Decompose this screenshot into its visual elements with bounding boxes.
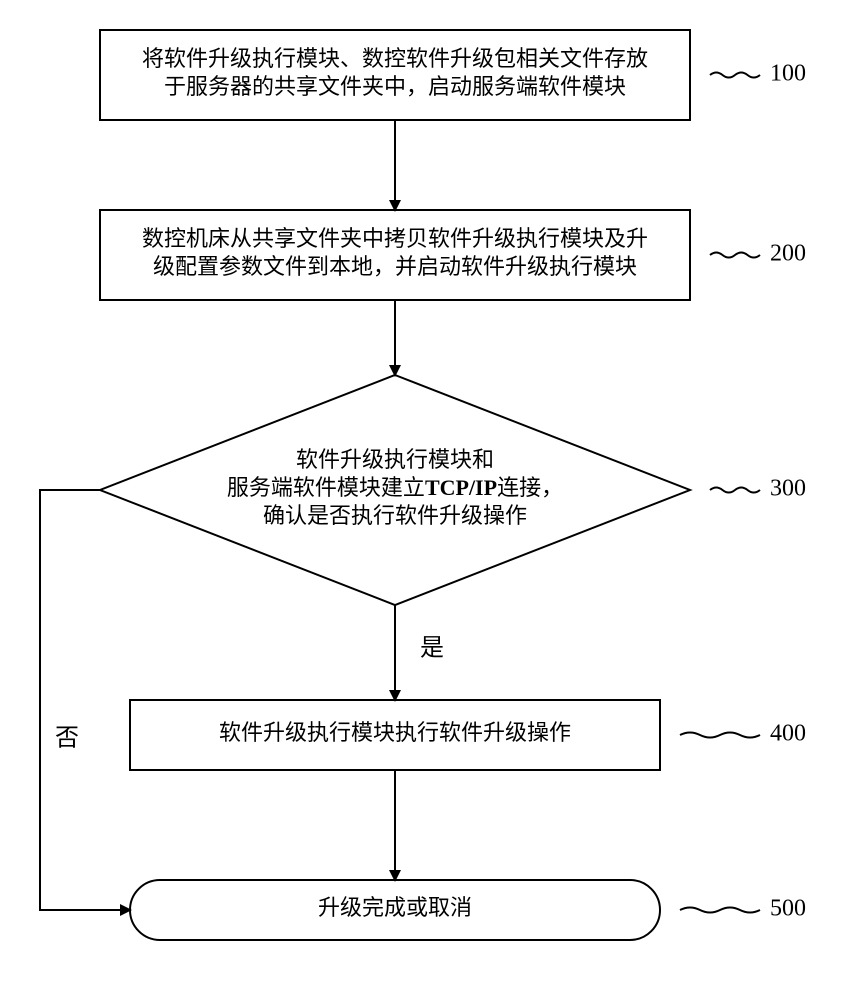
ref-label-n300: 300 bbox=[770, 476, 806, 502]
node-text-n100-0: 将软件升级执行模块、数控软件升级包相关文件存放 bbox=[142, 46, 648, 71]
node-text-n200-0: 数控机床从共享文件夹中拷贝软件升级执行模块及升 bbox=[142, 226, 648, 251]
node-text-n300-0: 软件升级执行模块和 bbox=[296, 447, 494, 472]
node-text-n300-2: 确认是否执行软件升级操作 bbox=[263, 503, 527, 528]
ref-connector-n100 bbox=[710, 73, 760, 78]
node-text-n300-1: 服务端软件模块建立TCP/IP连接， bbox=[227, 475, 563, 500]
ref-connector-n300 bbox=[710, 488, 760, 493]
node-text-n100-1: 于服务器的共享文件夹中，启动服务端软件模块 bbox=[164, 74, 626, 99]
edge-label-2: 是 bbox=[420, 636, 444, 662]
node-text-n200-1: 级配置参数文件到本地，并启动软件升级执行模块 bbox=[153, 254, 637, 279]
ref-connector-n400 bbox=[680, 733, 760, 738]
ref-label-n500: 500 bbox=[770, 896, 806, 922]
edge-label-4: 否 bbox=[55, 726, 79, 752]
node-text-n500-0: 升级完成或取消 bbox=[318, 895, 472, 920]
ref-connector-n500 bbox=[680, 908, 760, 913]
ref-label-n400: 400 bbox=[770, 721, 806, 747]
ref-label-n100: 100 bbox=[770, 61, 806, 87]
node-text-n400-0: 软件升级执行模块执行软件升级操作 bbox=[219, 720, 571, 745]
flowchart-edge-4 bbox=[40, 490, 130, 910]
ref-connector-n200 bbox=[710, 253, 760, 258]
ref-label-n200: 200 bbox=[770, 241, 806, 267]
